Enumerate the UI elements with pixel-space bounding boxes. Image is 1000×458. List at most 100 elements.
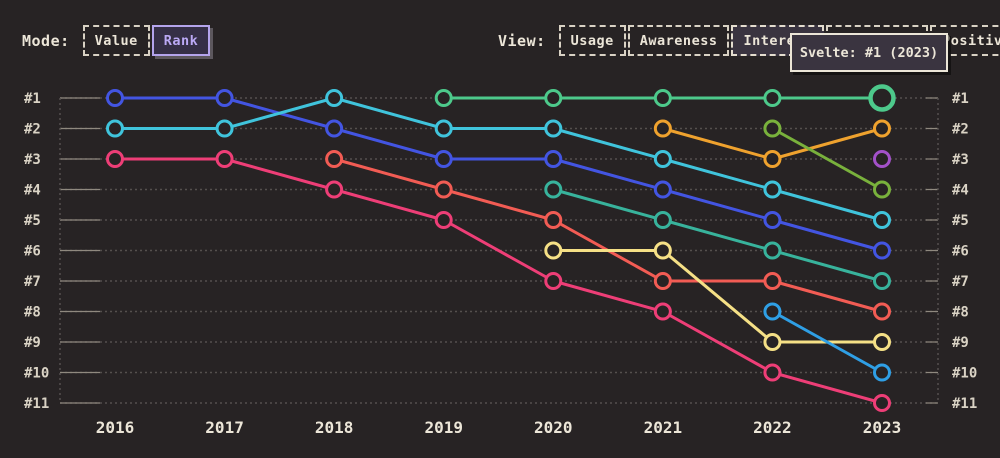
y-axis-label-left-#2: #2: [24, 122, 41, 138]
x-axis-label-2016: 2016: [96, 418, 135, 437]
y-axis-label-right-#6: #6: [952, 244, 969, 260]
data-point-orange-2023[interactable]: [872, 119, 891, 138]
data-point-skyblue-2022[interactable]: [763, 302, 782, 321]
y-axis-label-left-#8: #8: [24, 305, 41, 321]
series-line-red: [332, 157, 884, 313]
y-axis-label-right-#3: #3: [952, 152, 969, 168]
view-button-usage[interactable]: Usage: [558, 25, 626, 56]
data-point-blue-2021[interactable]: [653, 180, 672, 199]
data-point-red-2018[interactable]: [325, 150, 344, 168]
data-point-cyan-2019[interactable]: [434, 119, 453, 138]
y-axis-label-right-#5: #5: [952, 213, 969, 229]
data-point-skyblue-2023[interactable]: [872, 363, 891, 382]
data-point-cyan-2017[interactable]: [215, 119, 234, 138]
view-button-awareness[interactable]: Awareness: [627, 25, 730, 56]
data-point-cyan-2023[interactable]: [872, 211, 891, 229]
data-point-pink-2023[interactable]: [872, 394, 891, 412]
x-axis-label-2020: 2020: [534, 418, 573, 437]
data-point-cyan-2016[interactable]: [106, 119, 124, 138]
data-point-teal-2020[interactable]: [544, 180, 563, 199]
y-axis-label-left-#4: #4: [24, 183, 41, 199]
data-point-pink-2021[interactable]: [653, 302, 672, 321]
data-point-yellow-2022[interactable]: [763, 333, 782, 351]
hovered-data-point-green-2023[interactable]: [868, 84, 896, 112]
data-point-pink-2022[interactable]: [763, 363, 782, 382]
data-point-teal-2021[interactable]: [653, 211, 672, 229]
data-point-blue-2019[interactable]: [434, 150, 453, 168]
mode-button-value[interactable]: Value: [82, 25, 150, 56]
series-line-blue: [113, 96, 884, 252]
data-point-blue-2020[interactable]: [544, 150, 563, 168]
x-axis-label-2021: 2021: [644, 418, 683, 437]
data-point-red-2022[interactable]: [763, 272, 782, 290]
data-point-yellow-2021[interactable]: [653, 241, 672, 260]
data-point-pink-2016[interactable]: [106, 150, 124, 168]
data-point-cyan-2020[interactable]: [544, 119, 563, 138]
data-point-orange-2021[interactable]: [653, 119, 672, 138]
y-axis-label-right-#10: #10: [952, 366, 977, 382]
mode-control: Mode: Value Rank: [22, 25, 211, 56]
data-point-pink-2019[interactable]: [434, 211, 453, 229]
x-axis-label-2019: 2019: [424, 418, 463, 437]
data-point-blue-2017[interactable]: [215, 89, 234, 107]
series-line-teal: [551, 188, 884, 283]
data-point-olive-2023[interactable]: [872, 180, 891, 199]
data-point-blue-2022[interactable]: [763, 211, 782, 229]
data-point-pink-2017[interactable]: [215, 150, 234, 168]
y-axis-label-left-#7: #7: [24, 274, 41, 290]
hover-tooltip: Svelte: #1 (2023): [790, 33, 948, 72]
data-point-yellow-2023[interactable]: [872, 333, 891, 351]
data-point-blue-2023[interactable]: [872, 241, 891, 260]
y-axis-label-right-#7: #7: [952, 274, 969, 290]
series-line-skyblue: [770, 310, 884, 374]
series-line-olive: [770, 127, 884, 191]
data-point-pink-2018[interactable]: [325, 180, 344, 199]
data-point-blue-2016[interactable]: [106, 89, 124, 107]
mode-button-rank[interactable]: Rank: [151, 25, 211, 56]
y-axis-label-right-#2: #2: [952, 122, 969, 138]
x-axis-label-2017: 2017: [205, 418, 244, 437]
y-axis-label-right-#11: #11: [952, 396, 977, 412]
x-axis-label-2022: 2022: [753, 418, 792, 437]
data-point-cyan-2018[interactable]: [325, 89, 344, 107]
data-point-blue-2018[interactable]: [325, 119, 344, 138]
data-point-purple-2023[interactable]: [872, 150, 891, 168]
data-point-orange-2022[interactable]: [763, 150, 782, 168]
y-axis-label-left-#3: #3: [24, 152, 41, 168]
data-point-olive-2022[interactable]: [763, 119, 782, 138]
y-axis-label-left-#5: #5: [24, 213, 41, 229]
data-point-yellow-2020[interactable]: [544, 241, 563, 260]
data-point-teal-2022[interactable]: [763, 241, 782, 260]
y-axis-label-left-#1: #1: [24, 91, 41, 107]
series-line-pink: [113, 157, 884, 405]
data-point-red-2019[interactable]: [434, 180, 453, 199]
y-axis-label-left-#9: #9: [24, 335, 41, 351]
mode-button-row: Value Rank: [82, 25, 211, 56]
y-axis-label-left-#6: #6: [24, 244, 41, 260]
y-axis-label-left-#11: #11: [24, 396, 49, 412]
data-point-cyan-2021[interactable]: [653, 150, 672, 168]
y-axis-label-right-#1: #1: [952, 91, 969, 107]
y-axis-label-right-#9: #9: [952, 335, 969, 351]
data-point-pink-2020[interactable]: [544, 272, 563, 290]
data-point-green-2022[interactable]: [763, 89, 782, 107]
x-axis-label-2023: 2023: [863, 418, 902, 437]
data-point-green-2019[interactable]: [434, 89, 453, 107]
data-point-red-2023[interactable]: [872, 302, 891, 321]
data-point-red-2021[interactable]: [653, 272, 672, 290]
series-line-cyan: [113, 96, 884, 222]
x-axis-label-2018: 2018: [315, 418, 354, 437]
y-axis-label-left-#10: #10: [24, 366, 49, 382]
mode-label: Mode:: [22, 31, 70, 50]
data-point-cyan-2022[interactable]: [763, 180, 782, 199]
data-point-green-2021[interactable]: [653, 89, 672, 107]
data-point-teal-2023[interactable]: [872, 272, 891, 290]
y-axis-label-right-#4: #4: [952, 183, 969, 199]
data-point-green-2020[interactable]: [544, 89, 563, 107]
y-axis-label-right-#8: #8: [952, 305, 969, 321]
view-label: View:: [498, 31, 546, 50]
data-point-red-2020[interactable]: [544, 211, 563, 229]
